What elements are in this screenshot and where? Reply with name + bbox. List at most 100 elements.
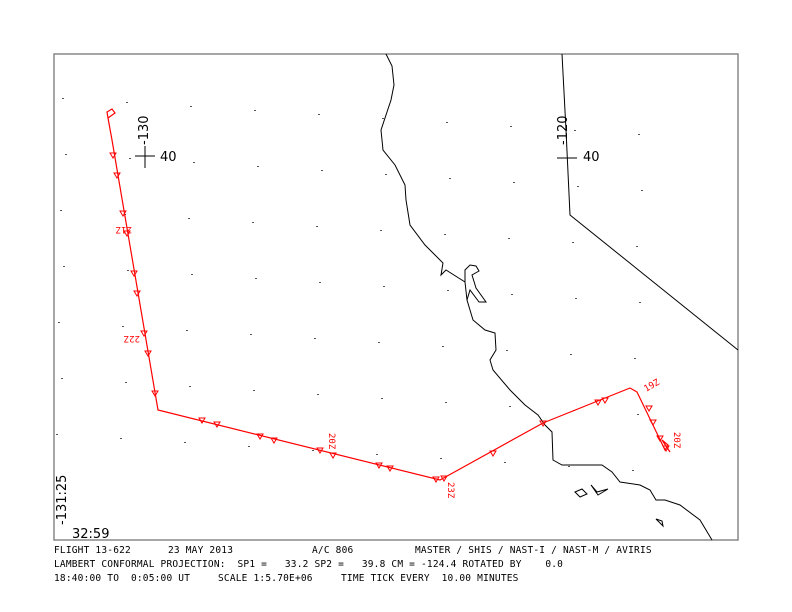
grid-dot: [638, 134, 640, 135]
lat-label-40-east: 40: [583, 150, 600, 165]
time-tick-mark: [440, 475, 448, 482]
aircraft: A/C 806: [312, 545, 354, 556]
map-scale: SCALE 1:5.70E+06: [218, 573, 313, 584]
grid-dot: [385, 174, 387, 175]
grid-dot: [636, 246, 638, 247]
time-label-21z: 21Z: [115, 224, 132, 234]
bay-outline: [464, 264, 487, 303]
grid-dots: [56, 98, 643, 471]
time-tick-mark: [119, 210, 127, 217]
grid-dot: [510, 126, 512, 127]
grid-dot: [248, 446, 250, 447]
grid-dot: [632, 470, 634, 471]
grid-dot: [570, 354, 572, 355]
grid-dot: [447, 290, 449, 291]
flight-track: [106, 108, 671, 481]
grid-dot: [378, 342, 380, 343]
time-label-19z: 19Z: [643, 378, 663, 395]
grid-dot: [58, 322, 60, 323]
grid-dot: [129, 158, 131, 159]
grid-dot: [506, 350, 508, 351]
grid-dot: [444, 234, 446, 235]
time-tick-mark: [432, 476, 440, 483]
grid-dot: [641, 190, 643, 191]
grid-dot: [126, 102, 128, 103]
time-tick-mark: [123, 230, 131, 237]
time-tick-mark: [256, 433, 264, 440]
time-tick-mark: [198, 417, 206, 424]
time-tick-mark: [645, 405, 653, 412]
time-tick-mark: [270, 437, 278, 444]
grid-dot: [445, 402, 447, 403]
time-tick-interval: TIME TICK EVERY 10.00 MINUTES: [341, 573, 519, 584]
flight-date: 23 MAY 2013: [168, 545, 234, 556]
grid-dot: [186, 330, 188, 331]
grid-dot: [250, 334, 252, 335]
state-border: [561, 53, 739, 351]
time-label-23z: 23Z: [445, 482, 455, 499]
grid-dot: [63, 266, 65, 267]
time-ticks: [109, 152, 670, 483]
grid-dot: [504, 462, 506, 463]
grid-dot: [513, 182, 515, 183]
island: [590, 484, 609, 496]
grid-dot: [193, 162, 195, 163]
time-label-20z-end: 20Z: [671, 432, 681, 449]
time-tick-mark: [109, 152, 117, 159]
grid-dot: [319, 282, 321, 283]
grid-dot: [321, 170, 323, 171]
grid-dot: [577, 186, 579, 187]
grid-dot: [189, 386, 191, 387]
instruments: MASTER / SHIS / NAST-I / NAST-M / AVIRIS: [415, 545, 652, 556]
grid-dot: [511, 294, 513, 295]
time-tick-mark: [386, 465, 394, 472]
grid-dot: [257, 166, 259, 167]
grid-dot: [314, 338, 316, 339]
grid-dot: [317, 394, 319, 395]
grid-dot: [637, 414, 639, 415]
grid-dot: [318, 114, 320, 115]
time-tick-mark: [140, 330, 148, 337]
grid-dot: [449, 178, 451, 179]
time-tick-mark: [316, 447, 324, 454]
time-tick-mark: [539, 420, 547, 427]
grid-dot: [376, 454, 378, 455]
grid-dot: [639, 302, 641, 303]
grid-dot: [56, 434, 58, 435]
grid-dot: [127, 270, 129, 271]
grid-dot: [255, 278, 257, 279]
footer-projection: LAMBERT CONFORMAL PROJECTION: SP1 = 33.2…: [54, 559, 564, 570]
lon-label-120: -120: [556, 115, 571, 145]
grid-dot: [60, 210, 62, 211]
grid-dot: [446, 122, 448, 123]
island: [574, 488, 588, 498]
island: [655, 518, 664, 528]
time-label-20z-track: 20Z: [326, 433, 336, 450]
time-tick-mark: [489, 450, 497, 457]
grid-dot: [440, 458, 442, 459]
grid-dot: [574, 130, 576, 131]
grid-dot: [575, 298, 577, 299]
grid-dot: [509, 406, 511, 407]
time-tick-mark: [113, 172, 121, 179]
time-tick-mark: [662, 445, 670, 452]
corner-lon-label: -131:25: [55, 475, 70, 525]
grid-dot: [508, 238, 510, 239]
grid-dot: [252, 222, 254, 223]
graticule-cross-130-40: [135, 146, 155, 168]
time-tick-mark: [151, 390, 159, 397]
grid-dot: [190, 106, 192, 107]
time-range: 18:40:00 TO 0:05:00 UT: [54, 573, 191, 584]
time-tick-mark: [213, 421, 221, 428]
lat-label-40-west: 40: [160, 150, 177, 165]
grid-dot: [188, 218, 190, 219]
coastline: [380, 53, 713, 541]
grid-dot: [572, 242, 574, 243]
grid-dot: [383, 286, 385, 287]
time-tick-mark: [144, 350, 152, 357]
grid-dot: [254, 110, 256, 111]
time-tick-mark: [649, 419, 657, 426]
grid-dot: [634, 358, 636, 359]
grid-dot: [442, 346, 444, 347]
grid-dot: [568, 466, 570, 467]
